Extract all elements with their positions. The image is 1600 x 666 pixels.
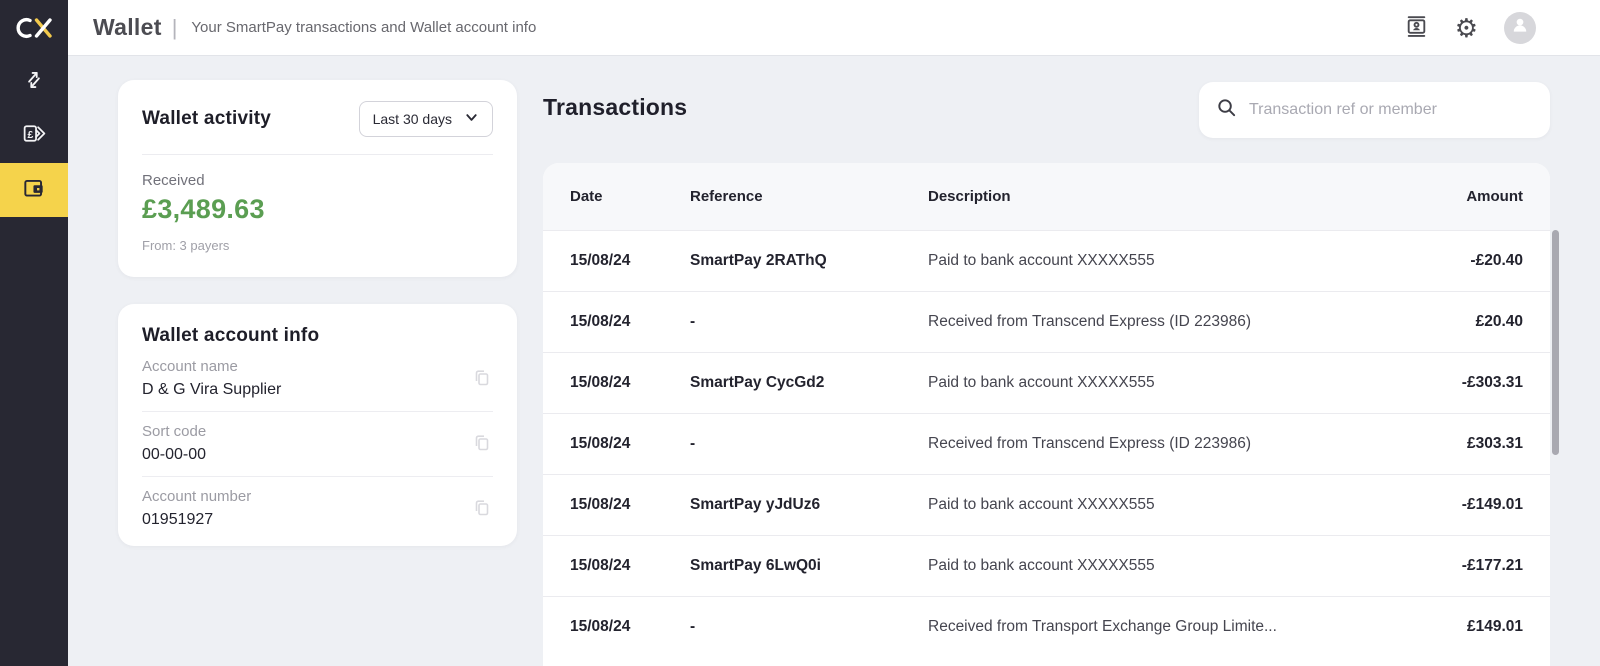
transaction-description: Paid to bank account XXXXX555 bbox=[928, 374, 1155, 391]
column-header-amount: Amount bbox=[1466, 188, 1523, 205]
transaction-date: 15/08/24 bbox=[570, 557, 631, 574]
table-row[interactable]: 15/08/24 - Received from Transcend Expre… bbox=[543, 291, 1550, 352]
transaction-amount: -£303.31 bbox=[1461, 374, 1523, 391]
table-body: 15/08/24 SmartPay 2RAThQ Paid to bank ac… bbox=[543, 230, 1550, 657]
pound-payments-icon: £ bbox=[21, 120, 48, 152]
table-scrollbar[interactable] bbox=[1552, 230, 1559, 455]
copy-account-number-button[interactable] bbox=[471, 497, 493, 522]
sidebar-item-smartpay[interactable]: £ bbox=[0, 109, 68, 163]
transactions-search bbox=[1199, 82, 1550, 138]
transaction-reference: - bbox=[690, 435, 696, 452]
wallet-activity-title: Wallet activity bbox=[142, 108, 272, 129]
transaction-amount: -£177.21 bbox=[1461, 557, 1523, 574]
column-header-date: Date bbox=[570, 188, 603, 205]
table-row[interactable]: 15/08/24 SmartPay 2RAThQ Paid to bank ac… bbox=[543, 230, 1550, 291]
transaction-amount: £20.40 bbox=[1475, 313, 1523, 330]
transaction-description: Paid to bank account XXXXX555 bbox=[928, 252, 1155, 269]
transaction-reference: SmartPay 2RAThQ bbox=[690, 252, 827, 269]
table-row[interactable]: 15/08/24 - Received from Transcend Expre… bbox=[543, 413, 1550, 474]
transaction-reference: - bbox=[690, 618, 696, 635]
transaction-description: Paid to bank account XXXXX555 bbox=[928, 557, 1155, 574]
transactions-title: Transactions bbox=[543, 94, 688, 120]
contact-card-button[interactable] bbox=[1404, 14, 1429, 42]
account-name-value: D & G Vira Supplier bbox=[142, 381, 282, 398]
transaction-amount: £303.31 bbox=[1466, 435, 1523, 452]
wallet-account-info-title: Wallet account info bbox=[142, 325, 320, 346]
sidebar-item-transfers[interactable] bbox=[0, 55, 68, 109]
column-header-reference: Reference bbox=[690, 188, 763, 205]
table-row[interactable]: 15/08/24 SmartPay CycGd2 Paid to bank ac… bbox=[543, 352, 1550, 413]
table-row[interactable]: 15/08/24 SmartPay yJdUz6 Paid to bank ac… bbox=[543, 474, 1550, 535]
wallet-activity-card: Wallet activity Last 30 days Received £3… bbox=[118, 80, 517, 277]
sort-code-value: 00-00-00 bbox=[142, 446, 207, 463]
table-row[interactable]: 15/08/24 - Received from Transport Excha… bbox=[543, 596, 1550, 657]
transaction-reference: SmartPay CycGd2 bbox=[690, 374, 825, 391]
cx-logo[interactable] bbox=[0, 0, 68, 55]
received-amount: £3,489.63 bbox=[142, 194, 265, 224]
transaction-description: Received from Transcend Express (ID 2239… bbox=[928, 313, 1252, 330]
transaction-date: 15/08/24 bbox=[570, 313, 631, 330]
account-name-label: Account name bbox=[142, 358, 238, 375]
copy-icon bbox=[471, 497, 493, 522]
transaction-reference: SmartPay 6LwQ0i bbox=[690, 557, 821, 574]
column-header-description: Description bbox=[928, 188, 1011, 205]
table-row[interactable]: 15/08/24 SmartPay 6LwQ0i Paid to bank ac… bbox=[543, 535, 1550, 596]
copy-sort-code-button[interactable] bbox=[471, 432, 493, 457]
transaction-description: Received from Transport Exchange Group L… bbox=[928, 618, 1277, 635]
transaction-reference: SmartPay yJdUz6 bbox=[690, 496, 821, 513]
transaction-description: Received from Transcend Express (ID 2239… bbox=[928, 435, 1252, 452]
date-range-dropdown[interactable]: Last 30 days bbox=[358, 101, 493, 137]
transaction-description: Paid to bank account XXXXX555 bbox=[928, 496, 1155, 513]
page-subtitle: Your SmartPay transactions and Wallet ac… bbox=[191, 19, 537, 36]
transfer-arrows-icon bbox=[21, 67, 47, 98]
transaction-date: 15/08/24 bbox=[570, 435, 631, 452]
account-number-label: Account number bbox=[142, 488, 252, 505]
cx-logo-icon bbox=[16, 17, 52, 38]
svg-text:£: £ bbox=[27, 130, 33, 141]
transaction-date: 15/08/24 bbox=[570, 618, 631, 635]
transaction-amount: -£20.40 bbox=[1470, 252, 1523, 269]
copy-account-name-button[interactable] bbox=[471, 367, 493, 392]
transaction-date: 15/08/24 bbox=[570, 374, 631, 391]
transaction-amount: -£149.01 bbox=[1461, 496, 1523, 513]
search-input[interactable] bbox=[1249, 101, 1534, 119]
payers-label: From: 3 payers bbox=[142, 238, 230, 253]
divider bbox=[142, 154, 493, 155]
sort-code-field: Sort code 00-00-00 bbox=[142, 412, 493, 477]
user-icon bbox=[1510, 15, 1530, 40]
search-icon bbox=[1215, 96, 1238, 124]
transaction-reference: - bbox=[690, 313, 696, 330]
received-label: Received bbox=[142, 172, 205, 189]
wallet-icon bbox=[21, 175, 47, 206]
table-header-row: Date Reference Description Amount bbox=[543, 163, 1550, 230]
copy-icon bbox=[471, 367, 493, 392]
date-range-value: Last 30 days bbox=[372, 111, 452, 127]
account-number-value: 01951927 bbox=[142, 511, 214, 528]
transaction-date: 15/08/24 bbox=[570, 252, 631, 269]
account-name-field: Account name D & G Vira Supplier bbox=[142, 347, 493, 412]
title-separator: | bbox=[171, 14, 178, 40]
transaction-amount: £149.01 bbox=[1466, 618, 1523, 635]
avatar[interactable] bbox=[1504, 11, 1536, 44]
topbar: Wallet | Your SmartPay transactions and … bbox=[68, 0, 1600, 56]
chevron-down-icon bbox=[464, 110, 479, 128]
account-number-field: Account number 01951927 bbox=[142, 477, 493, 541]
transactions-table: Date Reference Description Amount 15/08/… bbox=[543, 163, 1550, 666]
contact-card-icon bbox=[1404, 14, 1429, 42]
wallet-account-info-card: Wallet account info Account name D & G V… bbox=[118, 304, 517, 546]
sidebar-item-wallet[interactable] bbox=[0, 163, 68, 217]
topbar-actions: ⚙ bbox=[1404, 11, 1536, 44]
gear-icon: ⚙ bbox=[1454, 12, 1478, 43]
settings-button[interactable]: ⚙ bbox=[1455, 15, 1478, 41]
page-title: Wallet bbox=[93, 14, 162, 40]
transaction-date: 15/08/24 bbox=[570, 496, 631, 513]
copy-icon bbox=[471, 432, 493, 457]
sidebar: £ bbox=[0, 0, 68, 666]
sort-code-label: Sort code bbox=[142, 423, 207, 440]
